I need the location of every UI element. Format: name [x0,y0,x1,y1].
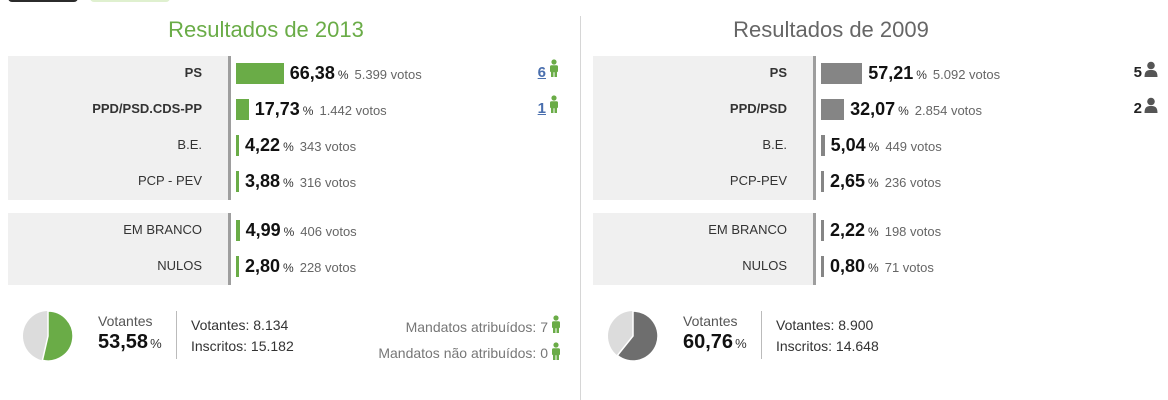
turnout-pie-chart [23,310,74,362]
result-row: EM BRANCO 2,22% 198 votos [593,213,1153,249]
percentage-value: 17,73 [254,99,300,119]
results-2013-panel: Resultados de 2013 PS 66,38% 5.399 votos 6 P… [8,0,568,400]
votes-count: 198 votos [884,224,942,239]
turnout-label: Votantes [98,313,153,329]
percentage-value: 2,80 [245,256,281,276]
person-icon [1144,59,1158,87]
panel-divider [580,16,581,400]
results-2013-title: Resultados de 2013 [168,17,364,42]
seats-count[interactable]: 1 [538,95,560,123]
party-name: NULOS [157,258,202,273]
votantes-count: Votantes: 8.134 [191,317,289,333]
person-icon [548,59,560,87]
result-row: PPD/PSD.CDS-PP 17,73% 1.442 votos 1 [8,92,568,128]
turnout-stats: Votantes: 8.134 Inscritos: 15.182 [191,315,294,357]
votes-count: 2.854 votos [914,103,983,118]
percentage-value: 32,07 [850,99,896,119]
result-bar [821,171,824,192]
mandatos-nao-atribuidos: Mandatos não atribuídos: 0 [378,345,548,362]
pie-turnout-slice [616,310,659,362]
party-name: PCP - PEV [137,173,202,188]
result-row: PS 66,38% 5.399 votos 6 [8,56,568,92]
turnout-pie-chart [608,310,659,362]
votes-count: 1.442 votos [319,103,387,118]
person-icon [550,315,562,341]
party-name: PPD/PSD.CDS-PP [92,101,202,116]
result-bar [236,63,284,84]
votes-count: 228 votos [299,260,357,275]
votes-count: 5.092 votos [932,67,1001,82]
person-icon [1144,95,1158,123]
percentage-value: 4,22 [245,135,281,155]
top-tab-button-dark[interactable] [8,0,78,2]
party-name: PCP-PEV [729,173,787,188]
percentage-value: 66,38 [289,63,335,83]
result-row: PS 57,21% 5.092 votos 5 [593,56,1158,92]
result-row: NULOS 0,80% 71 votos [593,249,1153,285]
result-bar [821,135,825,156]
result-bar [821,220,824,241]
party-name: EM BRANCO [708,222,787,237]
party-name: PS [184,65,202,80]
party-name: B.E. [762,137,787,152]
votes-count: 5.399 votos [354,67,422,82]
inscritos-count: Inscritos: 15.182 [191,338,294,354]
party-name: EM BRANCO [123,222,202,237]
inscritos-count: Inscritos: 14.648 [776,338,879,354]
result-row: PCP-PEV 2,65% 236 votos [593,164,1153,200]
seats-count[interactable]: 6 [538,59,560,87]
result-row: PCP - PEV 3,88% 316 votos [8,164,568,200]
seats-count: 5 [1134,59,1158,87]
result-bar [236,135,240,156]
result-bar [821,63,863,84]
turnout-summary: Votantes 53,58% Votantes: 8.134 Inscrito… [8,305,568,365]
result-bar [821,99,845,120]
top-tab-button-green[interactable] [90,0,170,2]
results-2009-panel: Resultados de 2009 PS 57,21% 5.092 votos 5 P… [593,0,1158,400]
turnout-percentage: 53,58% [98,331,162,353]
votes-count: 406 votos [300,224,357,239]
percentage-value: 3,88 [245,171,281,191]
result-bar [821,256,824,277]
percentage-value: 0,80 [830,256,866,276]
result-row: B.E. 5,04% 449 votos [593,128,1153,164]
percentage-value: 2,65 [830,171,866,191]
results-2009-title: Resultados de 2009 [733,17,929,42]
seats-count: 2 [1134,95,1158,123]
person-icon [548,95,560,123]
result-bar [236,256,239,277]
turnout-label: Votantes [683,313,738,329]
pie-turnout-slice [41,310,74,362]
result-row: EM BRANCO 4,99% 406 votos [8,213,568,249]
result-row: B.E. 4,22% 343 votos [8,128,568,164]
votes-count: 449 votos [885,139,942,154]
turnout-percentage: 60,76% [683,331,747,353]
percentage-value: 57,21 [868,63,914,83]
turnout-stats: Votantes: 8.900 Inscritos: 14.648 [776,315,879,357]
percentage-value: 4,99 [245,220,281,240]
result-bar [236,171,239,192]
person-icon [550,341,562,368]
votes-count: 236 votos [884,175,942,190]
party-name: NULOS [742,258,787,273]
party-name: B.E. [177,137,202,152]
percentage-value: 2,22 [830,220,866,240]
result-bar [236,220,240,241]
result-row: PPD/PSD 32,07% 2.854 votos 2 [593,92,1158,128]
votes-count: 316 votos [299,175,357,190]
percentage-value: 5,04 [830,135,866,155]
result-row: NULOS 2,80% 228 votos [8,249,568,285]
mandatos-atribuidos: Mandatos atribuídos: 7 [405,319,548,335]
result-bar [236,99,249,120]
votes-count: 71 votos [884,260,934,275]
party-name: PS [769,65,787,80]
mandates-info: Mandatos atribuídos: 7 Mandatos não atri… [378,315,562,368]
party-name: PPD/PSD [729,101,787,116]
votantes-count: Votantes: 8.900 [776,317,874,333]
votes-count: 343 votos [299,139,357,154]
turnout-summary: Votantes 60,76% Votantes: 8.900 Inscrito… [593,305,1153,365]
